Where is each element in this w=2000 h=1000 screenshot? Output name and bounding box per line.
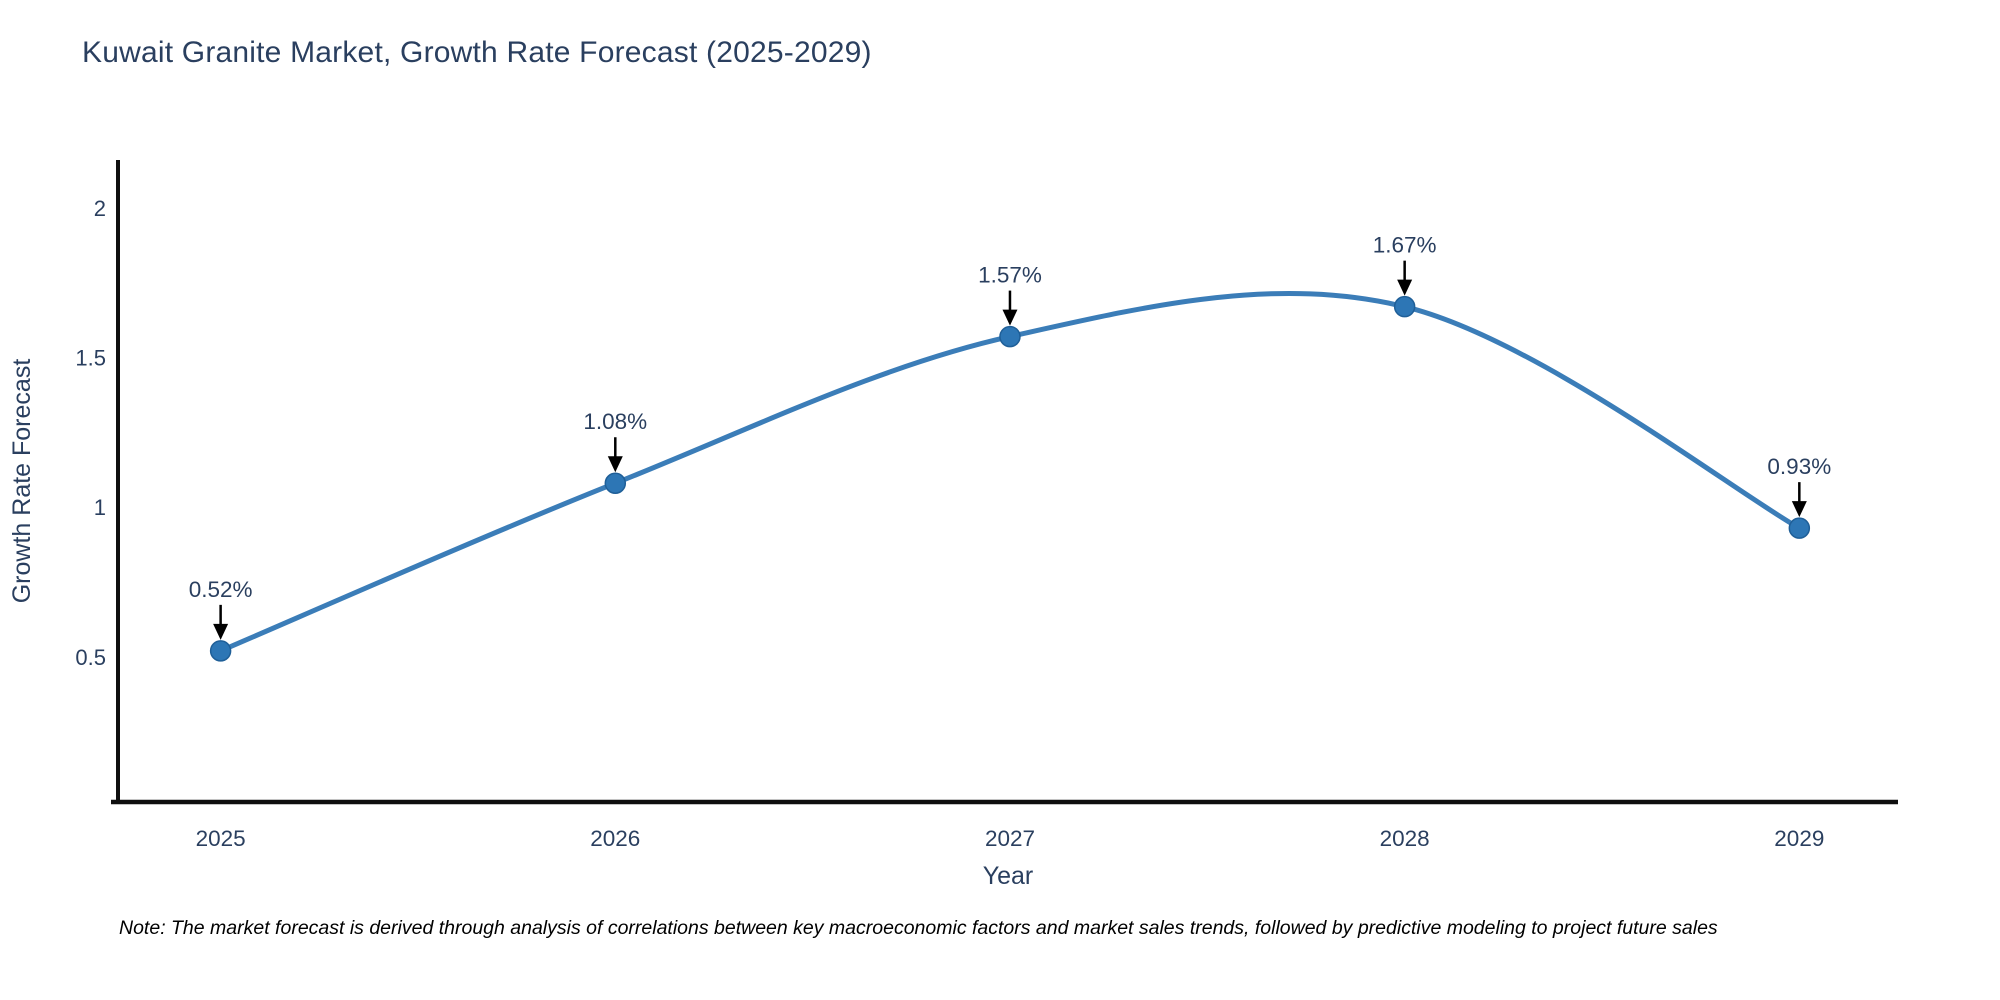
data-point-2025[interactable] <box>209 640 232 662</box>
point-value-label: 1.67% <box>1373 233 1437 258</box>
x-tick-label: 2029 <box>1774 826 1824 851</box>
x-axis-title: Year <box>983 862 1034 890</box>
x-tick-label: 2025 <box>196 826 246 851</box>
chart-title: Kuwait Granite Market, Growth Rate Forec… <box>82 36 872 69</box>
data-point-2027[interactable] <box>999 325 1021 348</box>
y-tick-label: 2 <box>94 196 106 221</box>
y-tick-label: 1 <box>94 495 106 520</box>
data-point-2028[interactable] <box>1393 295 1416 318</box>
annotation-arrowhead <box>1397 279 1413 296</box>
point-value-label: 0.52% <box>189 577 253 602</box>
annotation-arrowhead <box>1791 501 1807 518</box>
point-value-label: 0.93% <box>1767 454 1831 479</box>
data-point-2026[interactable] <box>604 472 627 494</box>
point-value-label: 1.57% <box>978 263 1042 288</box>
footnote: Note: The market forecast is derived thr… <box>119 917 1718 939</box>
x-tick-label: 2026 <box>590 826 640 851</box>
y-tick-label: 0.5 <box>75 645 106 670</box>
annotation-arrowhead <box>607 456 623 473</box>
point-value-label: 1.08% <box>583 409 647 434</box>
x-tick-label: 2028 <box>1380 826 1430 851</box>
y-tick-label: 1.5 <box>75 346 106 371</box>
x-tick-label: 2027 <box>985 826 1035 851</box>
annotation-arrowhead <box>1002 309 1018 326</box>
annotation-arrowhead <box>213 623 229 640</box>
data-point-2029[interactable] <box>1788 517 1811 539</box>
y-axis-title: Growth Rate Forecast <box>8 359 36 604</box>
